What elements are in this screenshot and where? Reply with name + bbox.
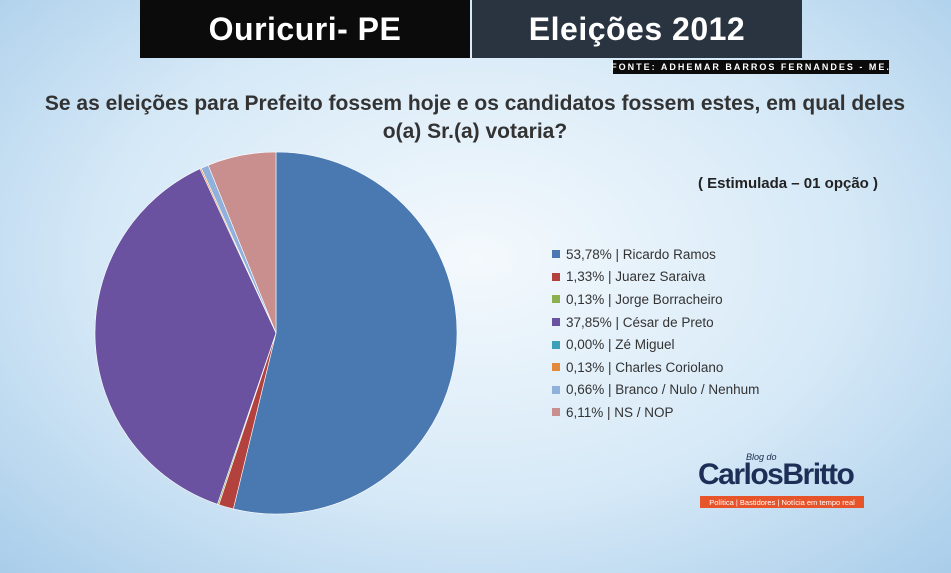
legend-label-6: 0,66% | Branco / Nulo / Nenhum [566,382,760,398]
legend-swatch-1 [552,272,560,281]
legend-swatch-5 [552,363,560,372]
legend-label-2: 0,13% | Jorge Borracheiro [566,291,723,307]
legend-swatch-4 [552,340,560,349]
legend-swatch-2 [552,295,560,304]
logo-tagline: Política | Bastidores | Notícia em tempo… [700,496,864,508]
chart-legend: 53,78% | Ricardo Ramos 1,33% | Juarez Sar… [552,243,759,424]
banner-city-title: Ouricuri- PE [140,0,470,58]
legend-swatch-6 [552,385,560,394]
legend-item-7: 6,11% | NS / NOP [552,401,759,424]
logo-blog-text: Blog do [746,452,777,462]
legend-item-0: 53,78% | Ricardo Ramos [552,243,759,266]
legend-label-4: 0,00% | Zé Miguel [566,337,675,353]
legend-item-1: 1,33% | Juarez Saraiva [552,266,759,289]
legend-label-5: 0,13% | Charles Coriolano [566,359,724,375]
legend-label-7: 6,11% | NS / NOP [566,404,674,420]
logo-name: CarlosBritto [698,458,855,491]
pie-slice-7 [207,151,277,334]
legend-label-3: 37,85% | César de Preto [566,314,714,330]
legend-item-6: 0,66% | Branco / Nulo / Nenhum [552,379,759,402]
source-label: FONTE: ADHEMAR BARROS FERNANDES - ME. [611,60,891,74]
pie-slice-0 [232,151,458,515]
chart-subtitle: ( Estimulada – 01 opção ) [697,175,878,192]
legend-swatch-7 [552,408,560,417]
legend-item-2: 0,13% | Jorge Borracheiro [552,288,759,311]
pie-slice-3 [94,168,277,505]
legend-swatch-0 [552,250,560,259]
legend-item-4: 0,00% | Zé Miguel [552,333,759,356]
chart-title: Se as eleições para Prefeito fossem hoje… [44,92,906,143]
legend-item-3: 37,85% | César de Preto [552,311,759,334]
legend-label-0: 53,78% | Ricardo Ramos [566,246,716,262]
legend-swatch-3 [552,318,560,327]
legend-item-5: 0,13% | Charles Coriolano [552,356,759,379]
legend-label-1: 1,33% | Juarez Saraiva [566,269,706,285]
banner-election-title: Eleições 2012 [472,0,802,58]
